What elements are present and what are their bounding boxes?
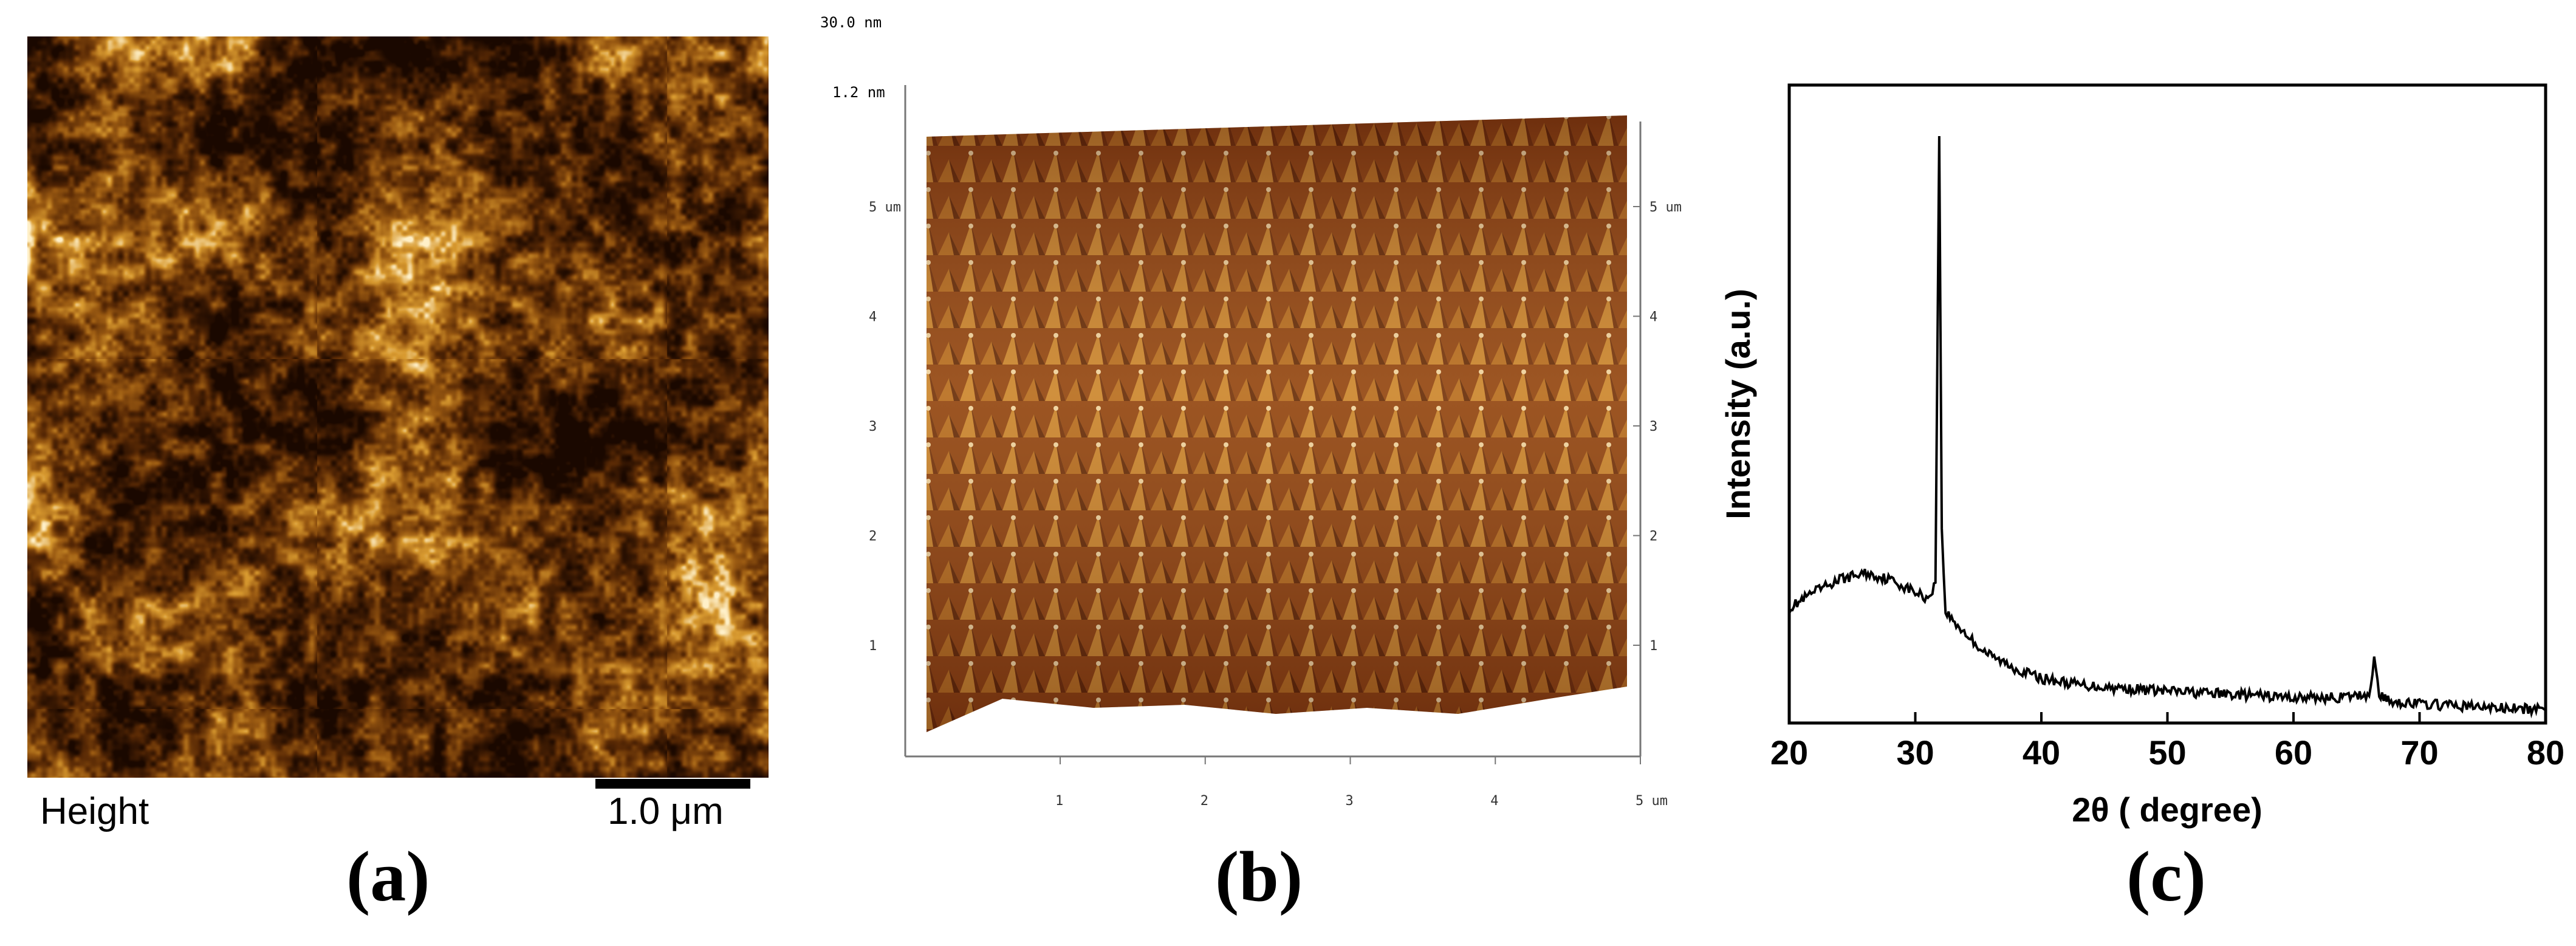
x-axis-tick-label: 80: [2527, 733, 2564, 772]
panel-b-label: (b): [1215, 837, 1303, 916]
left-axis-tick-label: 4: [869, 310, 877, 325]
panel-c-xrd-chart: 20 30 40 50 60 70 80 2θ ( degree) Intensity (a…: [1689, 0, 2576, 946]
x-axis-tick-label: 20: [1770, 733, 1808, 772]
scale-bar-label: 1.0 μm: [608, 790, 724, 832]
bottom-axis-tick-label: 4: [1490, 793, 1498, 809]
right-axis-tick-label: 5 um: [1649, 200, 1682, 215]
x-axis-tick-label: 60: [2275, 733, 2312, 772]
x-axis-tick-label: 30: [1896, 733, 1934, 772]
panel-c-label: (c): [2126, 837, 2206, 916]
left-axis-tick-label: 1: [869, 639, 877, 654]
xrd-series-line: [1788, 135, 2547, 719]
scale-bar: [595, 779, 750, 789]
right-axis-tick-label: 4: [1649, 310, 1657, 325]
x-axis-tick-label: 50: [2148, 733, 2186, 772]
x-axis-tick-label: 70: [2400, 733, 2438, 772]
x-axis-label: 2θ ( degree): [2072, 790, 2262, 829]
panel-b-afm-3d-topography: 30.0 nm 1.2 nm 1 2 3 4 5 um 1 2 3 4 5 um 1 2 3 4 5 u…: [790, 0, 1689, 946]
bottom-axis-tick-label: 5 um: [1636, 793, 1668, 809]
panel-a-label: (a): [346, 837, 430, 916]
y-axis-label: Intensity (a.u.): [1719, 289, 1757, 519]
bottom-axis-ticks: 1 2 3 4 5 um: [1055, 756, 1668, 809]
bottom-axis-tick-label: 1: [1055, 793, 1063, 809]
x-axis-tick-label: 40: [2023, 733, 2060, 772]
x-axis-ticks: 20 30 40 50 60 70 80: [1770, 712, 2564, 772]
panel-a-afm-height-image: Height 1.0 μm (a): [0, 0, 790, 946]
afm-3d-surface-shading: [927, 115, 1627, 732]
left-axis-tick-label: 5 um: [869, 200, 901, 215]
right-axis-tick-label: 3: [1649, 419, 1657, 434]
height-channel-label: Height: [40, 790, 149, 832]
right-axis-ticks: 1 2 3 4 5 um: [1633, 200, 1682, 654]
left-axis-tick-label: 3: [869, 419, 877, 434]
plot-frame: [1787, 83, 2547, 725]
afm-height-map: [27, 36, 769, 778]
bottom-axis-tick-label: 3: [1346, 793, 1354, 809]
left-axis-tick-label: 2: [869, 529, 877, 544]
xrd-chart-svg: 20 30 40 50 60 70 80 2θ ( degree) Intensity (a…: [1719, 83, 2564, 829]
z-scale-label: 1.2 nm: [832, 84, 885, 101]
z-scale-top-label: 30.0 nm: [820, 14, 882, 31]
bottom-axis-tick-label: 2: [1201, 793, 1208, 809]
right-axis-tick-label: 1: [1649, 639, 1657, 654]
afm-3d-plot: 30.0 nm 1.2 nm 1 2 3 4 5 um 1 2 3 4 5 um 1 2 3 4 5 u…: [820, 14, 1682, 809]
right-axis-tick-label: 2: [1649, 529, 1657, 544]
left-axis-ticks: 1 2 3 4 5 um: [869, 200, 901, 654]
